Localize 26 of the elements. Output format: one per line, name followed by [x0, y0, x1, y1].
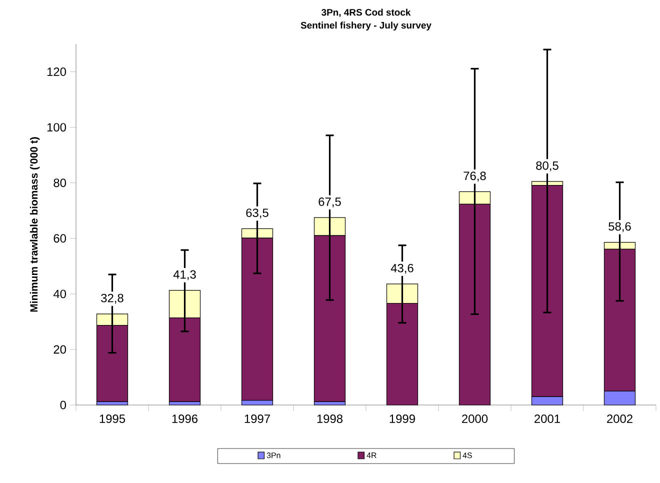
- total-label: 67,5: [318, 197, 341, 208]
- x-tick-label: 2002: [607, 414, 632, 423]
- total-label: 41,3: [173, 270, 196, 280]
- total-label: 32,8: [101, 294, 124, 304]
- chart-title: 3Pn, 4RS Cod stock: [322, 8, 411, 18]
- x-tick-label: 1996: [172, 414, 198, 423]
- total-label: 43,6: [390, 264, 414, 274]
- x-tick-label: 1998: [317, 414, 343, 423]
- y-tick-label: 60: [54, 234, 66, 243]
- y-axis-title: Minimum trawlable biomass ('000 t): [30, 137, 40, 312]
- total-label: 63,5: [246, 208, 268, 218]
- x-tick-label: 1995: [100, 414, 126, 423]
- y-tick-label: 40: [53, 290, 66, 298]
- y-tick-label: 0: [60, 400, 66, 410]
- chart-subtitle: Sentinel fishery - July survey: [300, 22, 432, 31]
- y-tick-label: 100: [47, 123, 66, 132]
- x-tick-label: 2000: [462, 414, 488, 423]
- total-label: 58,6: [608, 222, 631, 232]
- x-tick-label: 1999: [390, 414, 415, 423]
- x-tick-label: 2001: [534, 414, 560, 423]
- y-tick-label: 20: [54, 345, 66, 354]
- x-tick-label: 1997: [244, 414, 270, 423]
- total-label: 76,8: [464, 172, 486, 182]
- y-tick-label: 120: [47, 68, 66, 76]
- y-tick-label: 80: [54, 178, 66, 188]
- total-label: 80,5: [536, 161, 558, 172]
